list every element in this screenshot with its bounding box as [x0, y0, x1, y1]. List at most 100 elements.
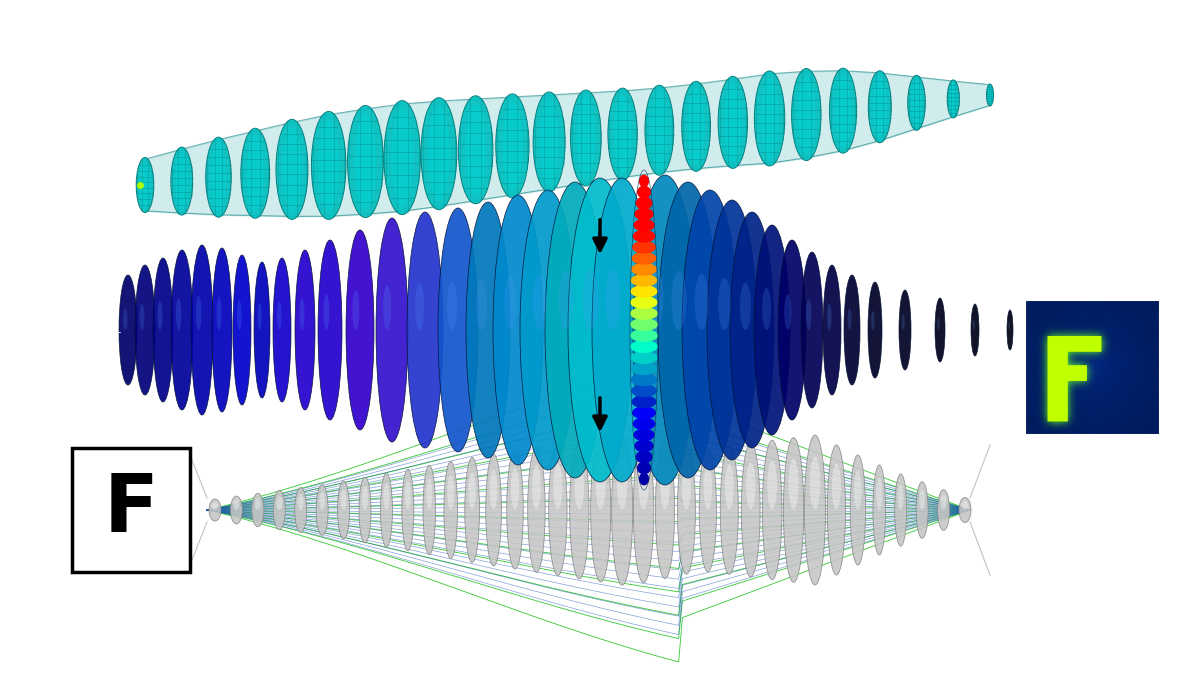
Ellipse shape [592, 178, 652, 482]
Ellipse shape [337, 481, 349, 539]
Ellipse shape [176, 298, 181, 330]
Ellipse shape [606, 269, 620, 330]
Ellipse shape [139, 304, 144, 330]
Ellipse shape [196, 296, 202, 330]
Ellipse shape [276, 496, 282, 510]
Ellipse shape [274, 491, 286, 530]
Ellipse shape [582, 269, 599, 330]
Ellipse shape [300, 298, 305, 330]
Ellipse shape [631, 263, 656, 275]
Ellipse shape [847, 308, 852, 330]
Ellipse shape [832, 464, 841, 510]
Ellipse shape [630, 340, 658, 353]
Ellipse shape [655, 441, 674, 578]
Ellipse shape [754, 225, 790, 435]
Ellipse shape [506, 451, 523, 569]
Ellipse shape [318, 119, 340, 211]
Ellipse shape [428, 106, 450, 201]
Ellipse shape [212, 502, 218, 510]
Ellipse shape [632, 406, 656, 419]
Ellipse shape [876, 478, 882, 510]
Ellipse shape [632, 230, 655, 242]
Ellipse shape [823, 265, 841, 395]
Ellipse shape [230, 496, 242, 524]
Ellipse shape [911, 80, 922, 126]
Ellipse shape [638, 472, 649, 485]
Ellipse shape [216, 297, 222, 330]
Ellipse shape [295, 487, 307, 533]
Ellipse shape [233, 255, 251, 405]
Ellipse shape [724, 83, 742, 161]
Ellipse shape [937, 317, 940, 330]
Ellipse shape [682, 190, 738, 470]
Ellipse shape [137, 157, 154, 213]
Ellipse shape [636, 196, 653, 209]
Ellipse shape [707, 200, 757, 460]
Ellipse shape [962, 501, 968, 510]
Ellipse shape [134, 265, 155, 395]
Ellipse shape [391, 109, 413, 206]
Ellipse shape [650, 92, 668, 169]
Ellipse shape [238, 300, 241, 330]
Ellipse shape [444, 462, 457, 559]
Ellipse shape [634, 437, 654, 583]
Ellipse shape [872, 465, 886, 555]
Ellipse shape [634, 429, 654, 441]
Ellipse shape [630, 318, 658, 331]
Ellipse shape [638, 458, 649, 509]
Ellipse shape [490, 470, 498, 510]
Ellipse shape [700, 448, 716, 572]
Ellipse shape [254, 498, 260, 510]
Ellipse shape [898, 485, 904, 510]
Ellipse shape [718, 76, 748, 168]
Ellipse shape [252, 493, 264, 526]
Ellipse shape [570, 441, 589, 578]
Ellipse shape [682, 464, 691, 510]
Ellipse shape [637, 186, 652, 198]
Ellipse shape [570, 90, 601, 186]
Ellipse shape [407, 212, 443, 448]
Ellipse shape [540, 99, 559, 184]
Ellipse shape [746, 462, 756, 510]
Ellipse shape [493, 195, 542, 465]
Ellipse shape [631, 274, 658, 287]
Ellipse shape [119, 275, 137, 385]
Ellipse shape [631, 252, 656, 265]
Text: F: F [103, 471, 158, 549]
Ellipse shape [533, 92, 565, 192]
Ellipse shape [466, 202, 510, 458]
Ellipse shape [806, 299, 811, 330]
Ellipse shape [404, 481, 410, 510]
Ellipse shape [986, 84, 994, 106]
Ellipse shape [448, 475, 454, 510]
Ellipse shape [785, 294, 791, 330]
Ellipse shape [424, 465, 436, 555]
Ellipse shape [466, 104, 486, 196]
Ellipse shape [298, 494, 304, 510]
Ellipse shape [438, 208, 478, 452]
Ellipse shape [632, 417, 655, 430]
Ellipse shape [568, 178, 632, 482]
Bar [72, 448, 190, 572]
Ellipse shape [595, 459, 606, 509]
Ellipse shape [635, 439, 654, 452]
Ellipse shape [254, 262, 270, 398]
Ellipse shape [740, 283, 751, 330]
Ellipse shape [1043, 324, 1045, 330]
Ellipse shape [725, 464, 733, 510]
Ellipse shape [827, 445, 846, 575]
Ellipse shape [630, 362, 658, 375]
Ellipse shape [212, 248, 232, 412]
Ellipse shape [778, 240, 806, 420]
Ellipse shape [496, 94, 529, 198]
Ellipse shape [209, 499, 221, 521]
Ellipse shape [871, 310, 875, 330]
Ellipse shape [827, 304, 832, 330]
Ellipse shape [476, 279, 487, 330]
Ellipse shape [617, 456, 628, 509]
Ellipse shape [660, 462, 670, 510]
Ellipse shape [630, 285, 658, 298]
Ellipse shape [792, 69, 821, 161]
Ellipse shape [949, 83, 956, 115]
Ellipse shape [872, 76, 887, 137]
